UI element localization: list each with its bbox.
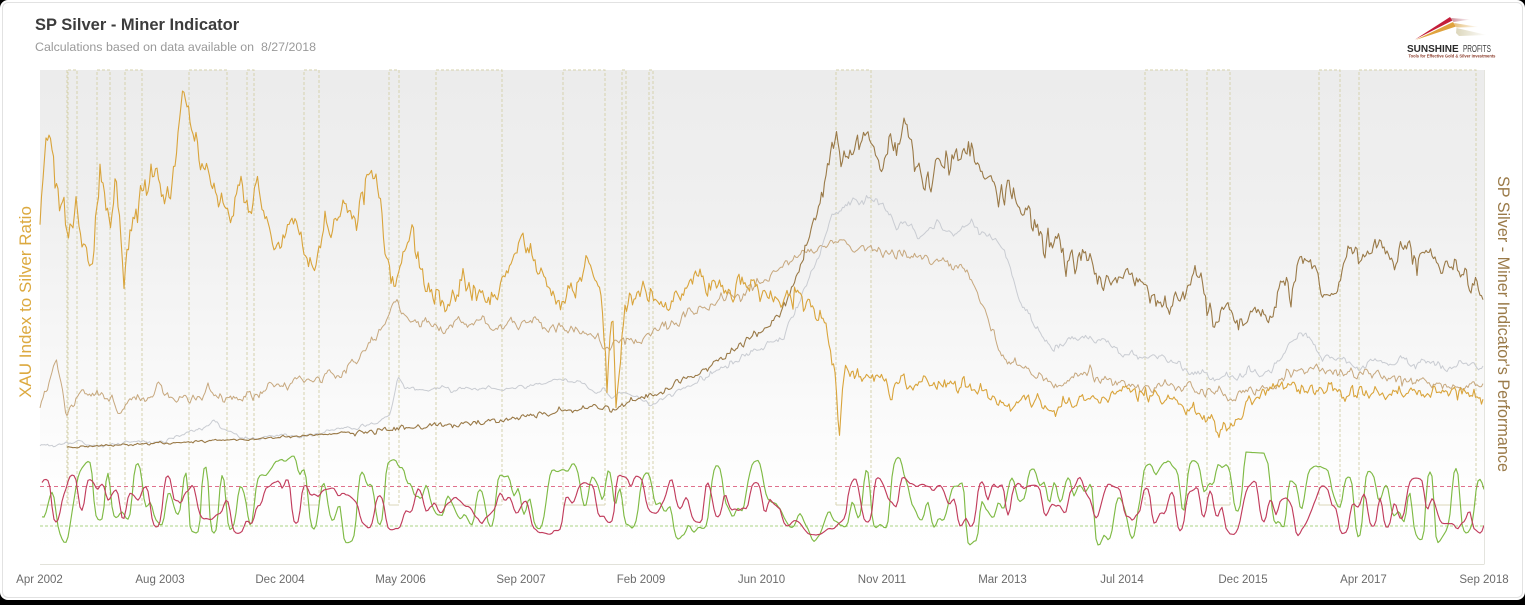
svg-text:Apr 2002: Apr 2002 bbox=[16, 574, 63, 586]
svg-text:SUNSHINE: SUNSHINE bbox=[1407, 44, 1459, 55]
svg-text:Jul 2014: Jul 2014 bbox=[1100, 574, 1144, 586]
svg-text:SP Silver - Miner Indicator's: SP Silver - Miner Indicator's Performanc… bbox=[1494, 176, 1512, 472]
svg-text:PROFITS: PROFITS bbox=[1463, 42, 1491, 54]
svg-text:Feb 2009: Feb 2009 bbox=[617, 574, 666, 586]
svg-text:Apr 2017: Apr 2017 bbox=[1340, 574, 1387, 586]
svg-text:Jun 2010: Jun 2010 bbox=[738, 574, 785, 586]
svg-text:Dec 2015: Dec 2015 bbox=[1218, 574, 1267, 586]
svg-text:Tools for Effective Gold & Sil: Tools for Effective Gold & Silver Invest… bbox=[1409, 53, 1497, 58]
svg-text:Sep 2018: Sep 2018 bbox=[1459, 574, 1508, 586]
svg-text:Mar 2013: Mar 2013 bbox=[978, 574, 1027, 586]
svg-text:Dec 2004: Dec 2004 bbox=[255, 574, 305, 586]
svg-text:Nov 2011: Nov 2011 bbox=[858, 574, 906, 586]
svg-text:Sep 2007: Sep 2007 bbox=[496, 574, 545, 586]
svg-text:May 2006: May 2006 bbox=[375, 574, 426, 586]
svg-text:Aug 2003: Aug 2003 bbox=[135, 574, 184, 586]
svg-text:XAU Index to Silver Ratio: XAU Index to Silver Ratio bbox=[16, 206, 35, 398]
